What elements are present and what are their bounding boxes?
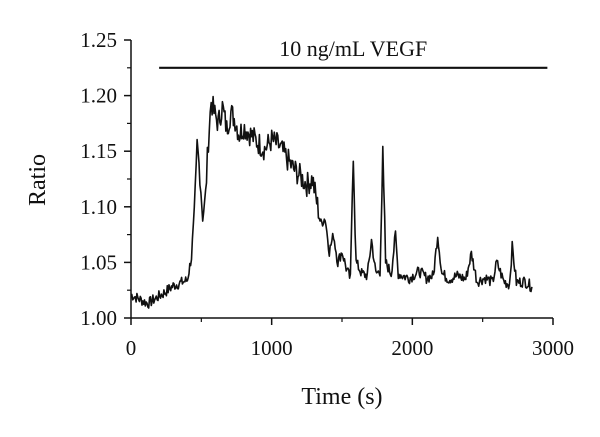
- y-tick-marks: [124, 39, 131, 319]
- y-axis-title: Ratio: [25, 154, 51, 206]
- x-tick-label: 2000: [391, 336, 433, 360]
- y-tick-label: 1.15: [80, 139, 117, 163]
- x-tick-labels: 0 1000 2000 3000: [126, 336, 574, 360]
- y-tick-label: 1.25: [80, 28, 117, 52]
- y-tick-label: 1.05: [80, 250, 117, 274]
- y-tick-label: 1.10: [80, 195, 117, 219]
- y-tick-label: 1.00: [80, 306, 117, 330]
- y-tick-labels: 1.00 1.05 1.10 1.15 1.20 1.25: [80, 28, 117, 330]
- ratio-trace: [130, 95, 533, 309]
- x-axis-title: Time (s): [301, 384, 382, 410]
- vegf-treatment-label: 10 ng/mL VEGF: [279, 36, 427, 61]
- x-tick-label: 1000: [251, 336, 293, 360]
- x-tick-label: 3000: [532, 336, 574, 360]
- y-tick-label: 1.20: [80, 84, 117, 108]
- x-tick-label: 0: [126, 336, 137, 360]
- x-tick-marks: [130, 318, 554, 325]
- plot-area: 1.00 1.05 1.10 1.15 1.20 1.25 0 1000 2000 3000 1…: [80, 28, 574, 360]
